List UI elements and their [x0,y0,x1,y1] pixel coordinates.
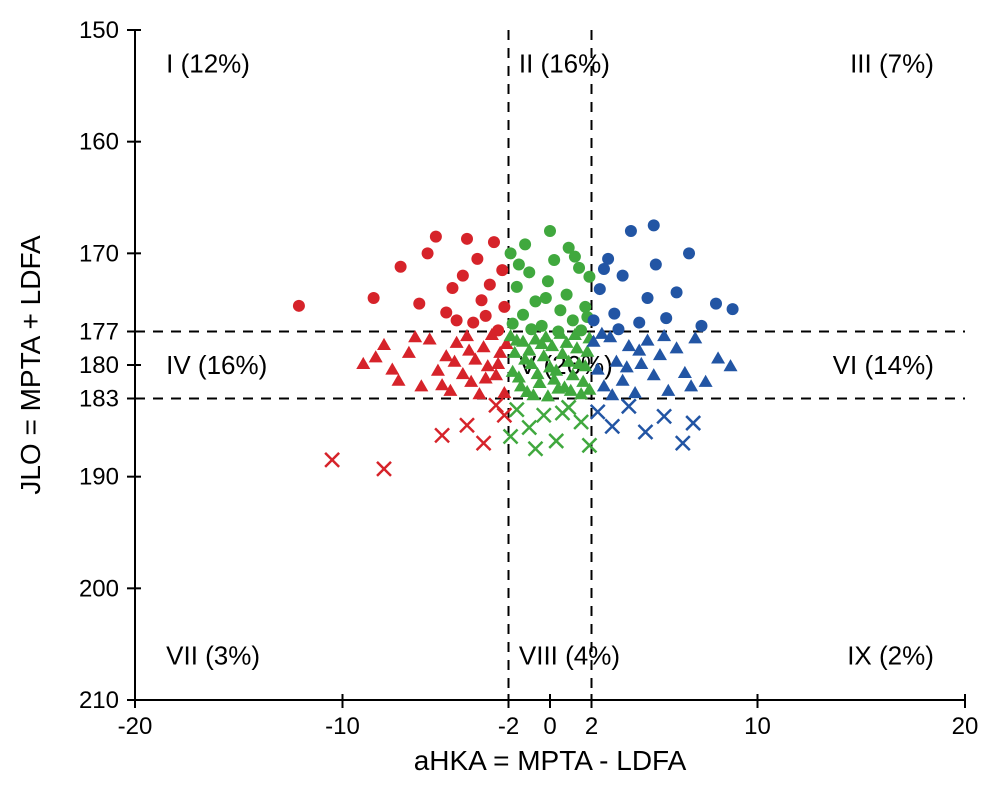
pt-red-top-circle-11 [467,317,479,329]
pt-green-top-circle-24 [513,259,525,271]
pt-green-top-circle-8 [554,304,566,316]
pt-red-top-circle-12 [471,253,483,265]
pt-blue-top-circle-7 [642,292,654,304]
region-label-I: I (12%) [166,49,250,79]
pt-green-top-circle-14 [544,225,556,237]
pt-blue-top-circle-8 [650,259,662,271]
pt-blue-top-circle-11 [683,247,695,259]
pt-red-top-circle-7 [446,282,458,294]
pt-blue-top-circle-16 [612,323,624,335]
pt-red-top-circle-2 [395,261,407,273]
pt-blue-top-circle-6 [633,317,645,329]
pt-red-top-circle-16 [488,236,500,248]
y-axis-title: JLO = MPTA + LDFA [15,235,46,495]
y-tick-label-7: 200 [79,575,119,602]
pt-blue-top-circle-4 [617,270,629,282]
pt-green-top-circle-22 [540,292,552,304]
pt-blue-top-circle-13 [710,298,722,310]
pt-green-top-circle-18 [507,318,519,330]
x-tick-label-5: 10 [744,713,771,740]
pt-red-top-circle-3 [413,298,425,310]
pt-blue-top-circle-12 [695,320,707,332]
pt-green-top-circle-11 [573,262,585,274]
pt-green-top-circle-13 [583,271,595,283]
y-tick-label-0: 150 [79,17,119,44]
x-tick-label-0: -20 [118,713,153,740]
pt-green-top-circle-12 [579,301,591,313]
x-tick-label-6: 20 [952,713,979,740]
pt-green-top-circle-2 [517,309,529,321]
region-label-IV: IV (16%) [166,350,267,380]
pt-red-top-circle-6 [440,307,452,319]
scatter-chart: -20-10-202102015016017017718018319020021… [0,0,995,798]
y-tick-label-4: 180 [79,352,119,379]
pt-blue-top-circle-14 [727,303,739,315]
region-label-VIII: VIII (4%) [519,640,620,670]
y-tick-label-5: 183 [79,386,119,413]
region-label-VII: VII (3%) [166,640,260,670]
y-tick-label-3: 177 [79,319,119,346]
y-tick-label-1: 160 [79,129,119,156]
pt-red-top-circle-9 [457,270,469,282]
pt-blue-top-circle-1 [594,283,606,295]
pt-green-top-circle-7 [548,254,560,266]
pt-green-top-circle-3 [523,266,535,278]
x-axis-title: aHKA = MPTA - LDFA [414,745,687,776]
pt-red-top-circle-13 [476,294,488,306]
pt-blue-top-circle-17 [598,263,610,275]
pt-red-top-circle-14 [480,310,492,322]
pt-green-top-circle-5 [536,320,548,332]
pt-red-top-circle-1 [368,292,380,304]
pt-green-top-circle-4 [529,295,541,307]
x-tick-label-1: -10 [325,713,360,740]
pt-blue-top-circle-0 [588,314,600,326]
pt-blue-top-circle-5 [625,225,637,237]
y-tick-label-6: 190 [79,464,119,491]
pt-red-top-circle-19 [498,301,510,313]
pt-red-top-circle-10 [461,233,473,245]
chart-svg: -20-10-202102015016017017718018319020021… [0,0,995,798]
y-tick-label-2: 170 [79,240,119,267]
pt-green-top-circle-15 [519,238,531,250]
pt-green-top-circle-21 [569,251,581,263]
region-label-II: II (16%) [519,49,610,79]
x-tick-label-2: -2 [498,713,519,740]
region-label-VI: VI (14%) [833,350,934,380]
pt-red-top-circle-4 [422,247,434,259]
pt-blue-top-circle-9 [660,312,672,324]
pt-green-top-circle-9 [561,289,573,301]
pt-green-top-circle-0 [505,247,517,259]
region-label-III: III (7%) [850,49,934,79]
pt-red-top-circle-15 [484,279,496,291]
pt-red-top-circle-5 [430,231,442,243]
pt-red-top-circle-18 [496,264,508,276]
y-tick-label-8: 210 [79,687,119,714]
pt-blue-top-circle-3 [608,308,620,320]
pt-red-top-circle-0 [293,300,305,312]
pt-blue-top-circle-10 [671,286,683,298]
pt-green-top-circle-6 [542,275,554,287]
pt-red-top-circle-8 [451,314,463,326]
pt-green-top-circle-10 [567,314,579,326]
pt-green-top-circle-1 [511,281,523,293]
region-label-IX: IX (2%) [847,640,934,670]
x-tick-label-4: 2 [585,713,598,740]
pt-blue-top-circle-15 [648,219,660,231]
x-tick-label-3: 0 [543,713,556,740]
